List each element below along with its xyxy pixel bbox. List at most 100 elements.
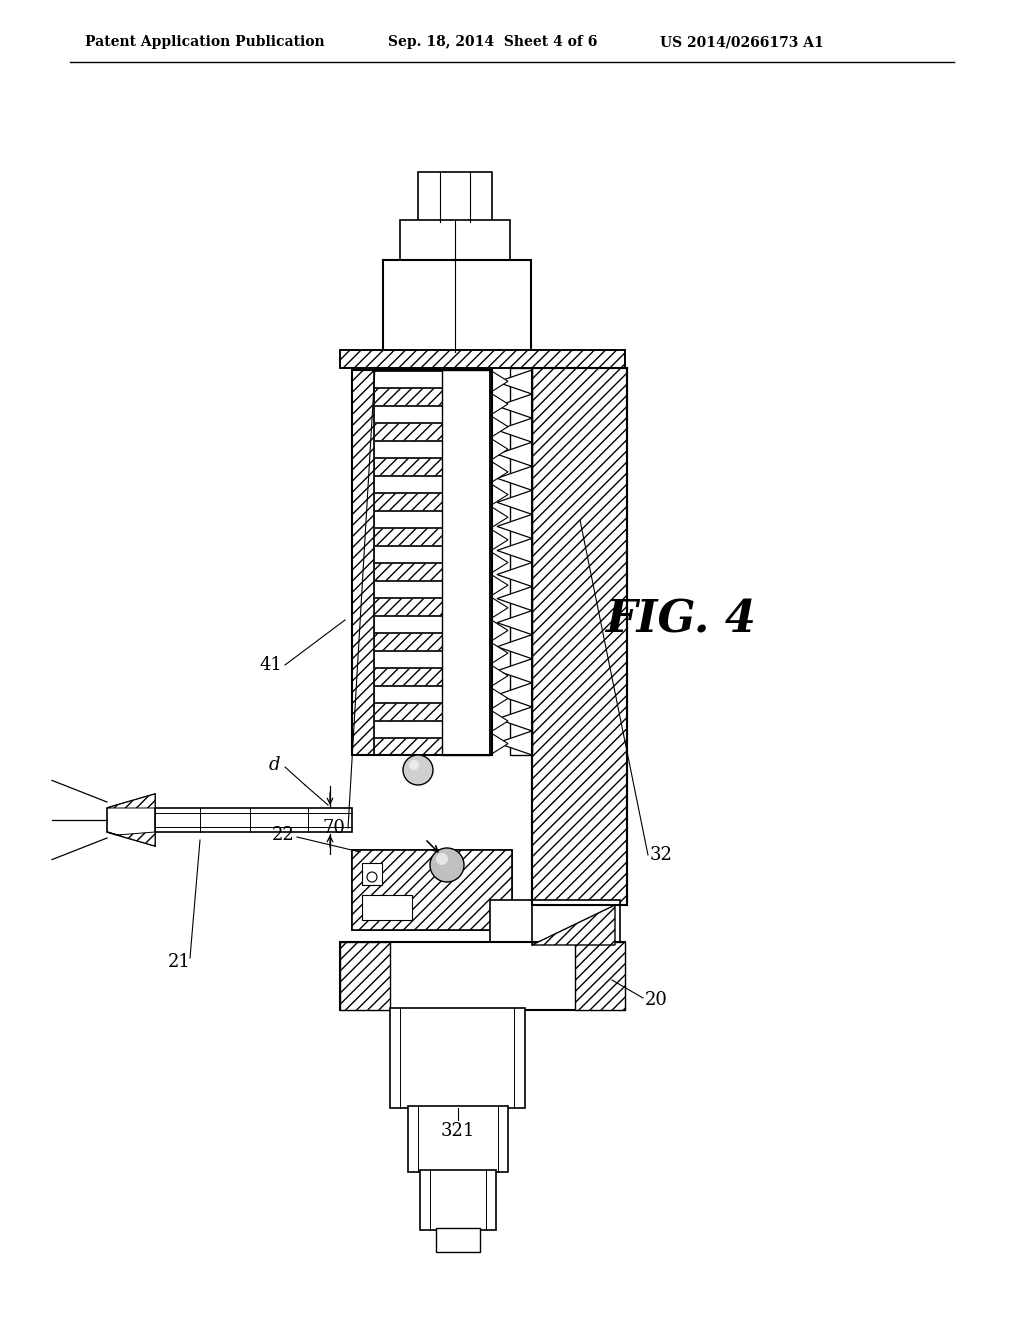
Polygon shape [490,642,508,664]
Bar [374,668,442,685]
Bar [510,368,532,755]
Polygon shape [497,418,532,442]
Polygon shape [490,506,508,528]
Polygon shape [490,483,508,506]
Circle shape [367,873,377,882]
Bar [352,370,374,755]
Polygon shape [497,395,532,418]
Polygon shape [497,635,532,659]
Bar [436,1228,480,1251]
Bar [374,704,442,719]
Polygon shape [490,438,508,461]
Bar [374,441,442,457]
Bar [374,405,442,422]
Polygon shape [490,416,508,438]
Bar [442,370,490,755]
Polygon shape [490,392,508,416]
Circle shape [436,853,449,865]
Bar [374,388,442,404]
Bar [420,1170,496,1230]
Text: 70: 70 [323,818,345,837]
Bar [155,808,352,832]
Polygon shape [490,461,508,483]
Bar [490,900,620,945]
Polygon shape [497,515,532,539]
Bar [340,942,390,1010]
Polygon shape [490,619,508,642]
Text: FIG. 4: FIG. 4 [604,598,756,642]
Bar [340,350,625,368]
Bar [374,598,442,615]
Text: 20: 20 [645,991,668,1008]
Text: d: d [268,756,280,774]
Polygon shape [490,370,508,392]
Bar [374,492,442,510]
Text: 32: 32 [650,846,673,865]
Bar [374,721,442,737]
Bar [362,863,382,884]
Bar [383,260,531,352]
Polygon shape [497,370,532,395]
Polygon shape [490,733,508,755]
Bar [575,942,625,1010]
Polygon shape [106,795,155,808]
Bar [340,942,625,1010]
Bar [374,528,442,544]
Polygon shape [490,528,508,552]
Polygon shape [497,682,532,708]
Polygon shape [490,552,508,574]
Polygon shape [497,442,532,466]
Text: US 2014/0266173 A1: US 2014/0266173 A1 [660,36,823,49]
Bar [340,350,625,368]
Bar [374,422,442,440]
Bar [374,615,442,632]
Bar [408,1106,508,1172]
Polygon shape [497,562,532,586]
Bar [374,475,442,492]
Polygon shape [497,611,532,635]
Polygon shape [490,597,508,619]
Bar [374,458,442,474]
Polygon shape [490,664,508,686]
Bar [374,738,442,755]
Bar [374,511,442,527]
Polygon shape [490,686,508,710]
Text: 22: 22 [272,826,295,843]
Circle shape [409,760,419,770]
Polygon shape [497,539,532,562]
Bar [374,634,442,649]
Polygon shape [490,710,508,733]
Circle shape [430,847,464,882]
Bar [352,850,512,931]
Polygon shape [497,466,532,490]
Circle shape [403,755,433,785]
Text: 321: 321 [440,1122,475,1140]
Bar [374,545,442,562]
Bar [374,564,442,579]
Text: 21: 21 [168,953,190,972]
Bar [352,370,492,755]
Bar [532,368,627,906]
Bar [497,370,532,755]
Bar [400,220,510,261]
Polygon shape [497,731,532,755]
Bar [352,850,512,931]
Polygon shape [497,490,532,515]
Bar [374,581,442,597]
Polygon shape [497,586,532,611]
Bar [418,172,492,222]
Bar [532,368,627,906]
Polygon shape [490,574,508,597]
Polygon shape [497,659,532,682]
Bar [390,1008,525,1107]
Polygon shape [106,832,155,846]
Text: Sep. 18, 2014  Sheet 4 of 6: Sep. 18, 2014 Sheet 4 of 6 [388,36,597,49]
Bar [374,651,442,667]
Text: 41: 41 [259,656,282,675]
Bar [374,371,442,387]
Polygon shape [106,795,155,846]
Polygon shape [497,708,532,731]
Polygon shape [532,906,615,945]
Bar [374,685,442,702]
Text: Patent Application Publication: Patent Application Publication [85,36,325,49]
